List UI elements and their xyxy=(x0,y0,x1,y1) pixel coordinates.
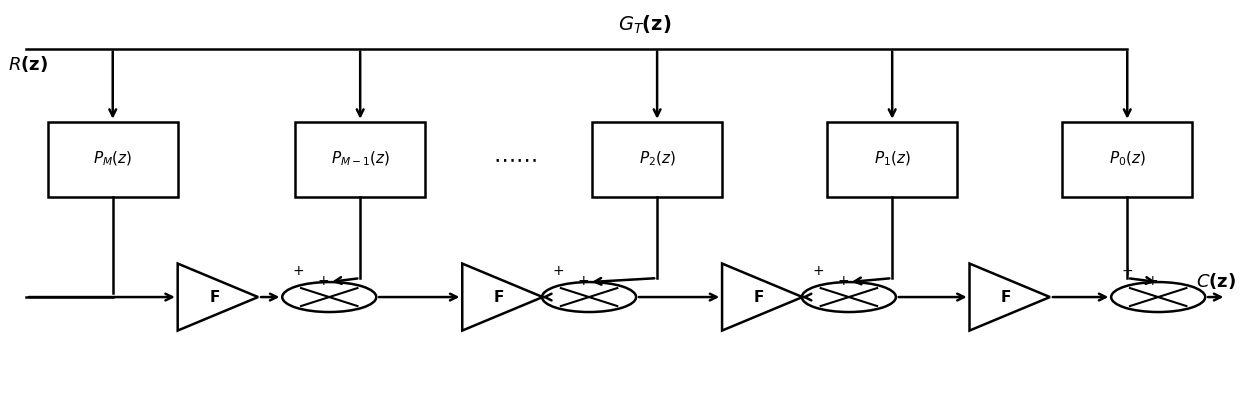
FancyBboxPatch shape xyxy=(295,121,425,197)
Text: $\mathbf{\mathit{C}(z)}$: $\mathbf{\mathit{C}(z)}$ xyxy=(1197,271,1236,291)
Circle shape xyxy=(542,282,636,312)
Circle shape xyxy=(802,282,897,312)
Text: $+$: $+$ xyxy=(837,274,848,288)
Text: $+$: $+$ xyxy=(812,264,825,278)
Text: $\mathbf{F}$: $\mathbf{F}$ xyxy=(753,289,764,305)
Text: $\mathbf{\mathit{G_T}(z)}$: $\mathbf{\mathit{G_T}(z)}$ xyxy=(618,14,672,36)
Text: $+$: $+$ xyxy=(317,274,329,288)
Text: $+$: $+$ xyxy=(577,274,589,288)
FancyBboxPatch shape xyxy=(1063,121,1192,197)
Polygon shape xyxy=(722,264,802,331)
FancyBboxPatch shape xyxy=(827,121,957,197)
Text: $P_{M}(z)$: $P_{M}(z)$ xyxy=(93,150,133,168)
Polygon shape xyxy=(970,264,1050,331)
Polygon shape xyxy=(463,264,543,331)
Text: $\mathbf{\mathit{R}(z)}$: $\mathbf{\mathit{R}(z)}$ xyxy=(7,54,47,75)
Polygon shape xyxy=(177,264,258,331)
Text: $+$: $+$ xyxy=(1146,274,1158,288)
Text: $P_{M-1}(z)$: $P_{M-1}(z)$ xyxy=(331,150,389,168)
Text: $+$: $+$ xyxy=(293,264,304,278)
Circle shape xyxy=(283,282,376,312)
Text: $\mathbf{F}$: $\mathbf{F}$ xyxy=(494,289,505,305)
Text: $\mathbf{F}$: $\mathbf{F}$ xyxy=(1001,289,1012,305)
Text: $+$: $+$ xyxy=(1121,264,1133,278)
FancyBboxPatch shape xyxy=(48,121,177,197)
Text: $\cdots\cdots$: $\cdots\cdots$ xyxy=(492,149,537,169)
Text: $+$: $+$ xyxy=(552,264,564,278)
Text: $P_{0}(z)$: $P_{0}(z)$ xyxy=(1109,150,1146,168)
Text: $\mathbf{F}$: $\mathbf{F}$ xyxy=(208,289,219,305)
FancyBboxPatch shape xyxy=(593,121,722,197)
Text: $P_{2}(z)$: $P_{2}(z)$ xyxy=(639,150,676,168)
Text: $P_{1}(z)$: $P_{1}(z)$ xyxy=(874,150,910,168)
Circle shape xyxy=(1111,282,1205,312)
